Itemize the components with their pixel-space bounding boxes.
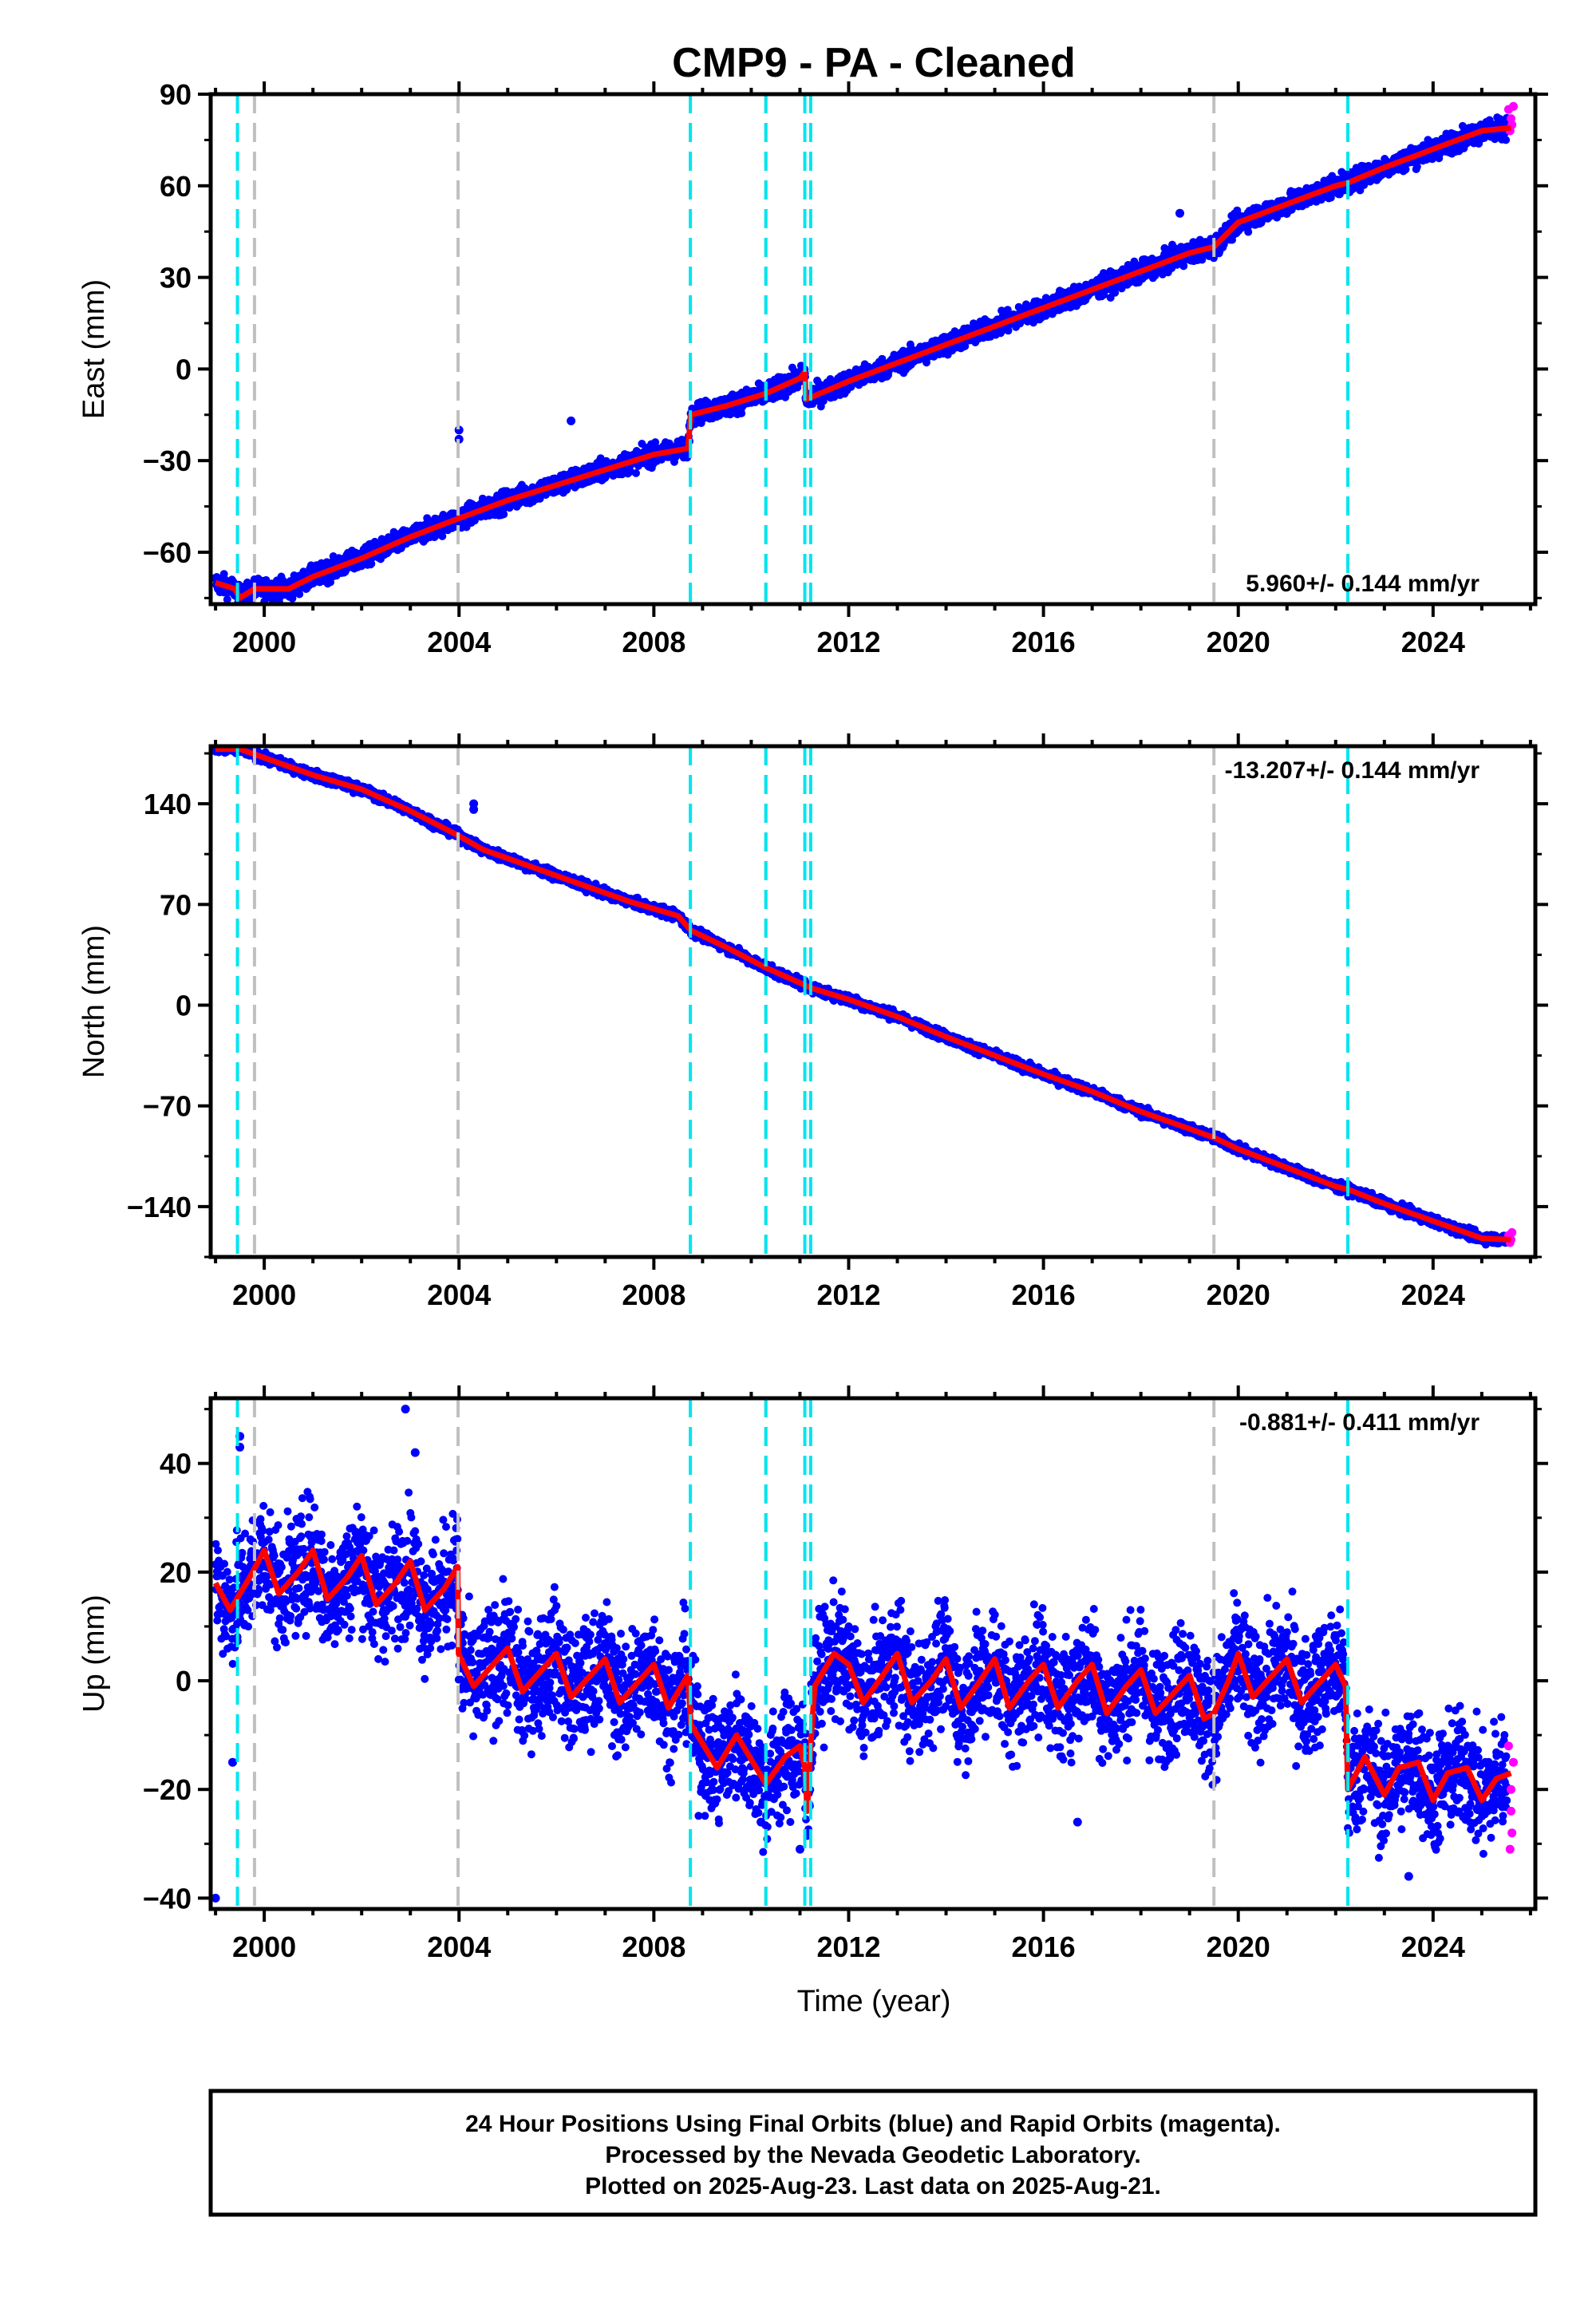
data-point <box>961 342 970 350</box>
x-tick-label: 2016 <box>1012 626 1076 658</box>
data-point <box>367 559 376 568</box>
plot-area <box>211 101 1518 604</box>
data-point <box>438 532 447 540</box>
x-tick-label: 2008 <box>622 626 685 658</box>
x-tick-label: 2012 <box>816 626 880 658</box>
y-tick-label: −30 <box>143 445 192 477</box>
plot-area <box>211 746 1517 1249</box>
y-tick-label: 90 <box>160 78 192 111</box>
data-point <box>922 358 930 367</box>
data-point <box>500 510 508 519</box>
x-tick-label: 2004 <box>427 626 491 658</box>
final-orbit-points <box>211 113 1511 604</box>
data-point <box>1412 162 1421 171</box>
data-point <box>632 468 640 477</box>
y-tick-label: 30 <box>160 262 192 294</box>
data-point <box>1151 271 1159 280</box>
data-point <box>1111 288 1120 297</box>
y-tick-label: 0 <box>176 353 192 385</box>
y-tick-label: −60 <box>143 536 192 569</box>
final-orbit-points <box>211 746 1511 1249</box>
rate-label: 5.960+/- 0.144 mm/yr <box>1246 571 1479 597</box>
data-point <box>737 409 746 417</box>
x-tick-label: 2020 <box>1207 626 1270 658</box>
panel-frame <box>208 92 1538 607</box>
data-point <box>1175 208 1184 218</box>
y-tick-label: 60 <box>160 170 192 203</box>
data-point <box>567 416 576 425</box>
data-point <box>1401 165 1410 174</box>
x-tick-label: 2000 <box>232 626 296 658</box>
data-point <box>1502 136 1511 144</box>
data-point <box>1210 254 1218 263</box>
data-point <box>1179 262 1188 271</box>
y-axis-label: East (mm) <box>77 279 111 419</box>
data-point <box>223 595 231 604</box>
data-point <box>651 438 660 447</box>
x-tick-label: 2024 <box>1401 626 1465 658</box>
data-point <box>1233 206 1242 215</box>
figure-title: CMP9 - PA - Cleaned <box>672 40 1076 86</box>
data-point <box>1244 227 1253 236</box>
model-fit-line <box>215 124 1511 601</box>
rapid-point <box>1509 101 1518 111</box>
east-panel: −60 −30 0 30 60 90 2000 2004 2008 2012 2016 2020 202… <box>77 78 1548 658</box>
data-point <box>1004 326 1013 335</box>
data-point <box>1495 115 1504 124</box>
data-point <box>295 590 304 599</box>
